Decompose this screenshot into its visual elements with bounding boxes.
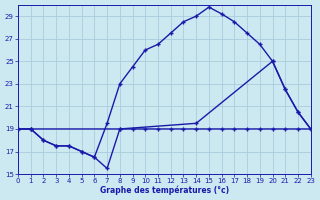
X-axis label: Graphe des températures (°c): Graphe des températures (°c) bbox=[100, 186, 229, 195]
